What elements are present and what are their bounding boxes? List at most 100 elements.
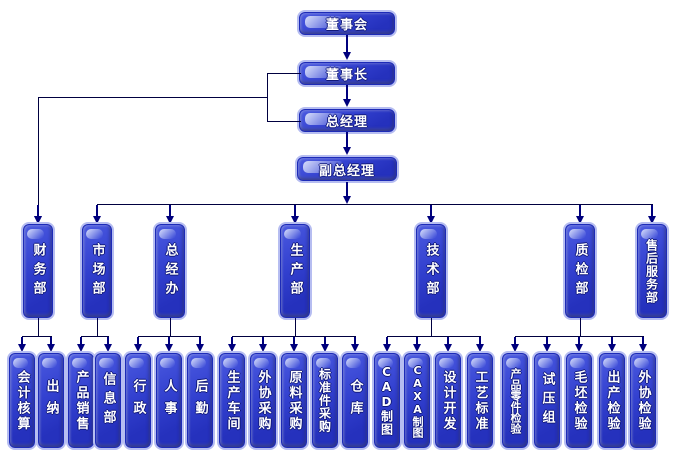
node-label: CAXA制图 bbox=[411, 363, 424, 438]
node-dept-production: 生产部 bbox=[280, 224, 310, 318]
node-unit: 生产车间 bbox=[219, 353, 245, 448]
connector-hline bbox=[97, 204, 653, 205]
arrowhead-icon bbox=[291, 216, 299, 224]
arrowhead-icon bbox=[343, 147, 351, 155]
node-label: 董事长 bbox=[325, 68, 368, 83]
connector-vline bbox=[38, 318, 39, 336]
connector-arrow-stem bbox=[479, 337, 481, 345]
node-label: 工艺标准 bbox=[472, 369, 488, 432]
node-unit: 人事 bbox=[156, 353, 182, 448]
connector-arrow-stem bbox=[168, 337, 170, 345]
connector-arrow-stem bbox=[107, 337, 109, 345]
connector-arrow-stem bbox=[37, 205, 39, 217]
node-unit: 仓库 bbox=[342, 353, 368, 448]
connector-arrow-stem bbox=[346, 132, 348, 148]
node-unit: 出产检验 bbox=[599, 353, 625, 448]
node-dept-after-sales-service: 售后服务部 bbox=[637, 224, 667, 318]
node-label: 副总经理 bbox=[318, 163, 375, 179]
connector-arrow-stem bbox=[294, 205, 296, 217]
connector-arrow-stem bbox=[346, 182, 348, 197]
arrowhead-icon bbox=[228, 344, 236, 352]
connector-hline bbox=[81, 336, 109, 337]
arrowhead-icon bbox=[351, 344, 359, 352]
connector-vline bbox=[38, 97, 39, 217]
node-label: 毛坯检验 bbox=[571, 369, 587, 432]
connector-arrow-stem bbox=[169, 205, 171, 217]
connector-arrow-stem bbox=[642, 337, 644, 345]
node-label: 董事会 bbox=[325, 18, 368, 33]
node-label: 行政 bbox=[130, 378, 146, 423]
node-label: 售后服务部 bbox=[644, 238, 659, 304]
node-label: 会计核算 bbox=[14, 369, 30, 432]
arrowhead-icon bbox=[196, 344, 204, 352]
node-label: 试压组 bbox=[539, 372, 555, 429]
arrowhead-icon bbox=[134, 344, 142, 352]
node-unit: 出纳 bbox=[38, 353, 64, 448]
node-label: CAD制图 bbox=[379, 365, 394, 436]
node-unit: 工艺标准 bbox=[467, 353, 493, 448]
node-unit: CAXA制图 bbox=[404, 353, 430, 448]
node-label: 原料采购 bbox=[286, 369, 302, 432]
connector-arrow-stem bbox=[293, 337, 295, 345]
connector-hline bbox=[38, 97, 268, 98]
arrowhead-icon bbox=[413, 344, 421, 352]
arrowhead-icon bbox=[576, 216, 584, 224]
connector-arrow-stem bbox=[354, 337, 356, 345]
node-dept-technology: 技术部 bbox=[416, 224, 446, 318]
arrowhead-icon bbox=[383, 344, 391, 352]
arrowhead-icon bbox=[648, 216, 656, 224]
connector-arrow-stem bbox=[430, 205, 432, 217]
node-unit: 试压组 bbox=[534, 353, 560, 448]
node-unit: 产品零件检验 bbox=[502, 353, 528, 448]
connector-arrow-stem bbox=[578, 337, 580, 345]
node-deputy-general-manager: 副总经理 bbox=[297, 157, 397, 181]
node-label: 外协检验 bbox=[635, 369, 651, 432]
connector-vline bbox=[97, 318, 98, 336]
node-unit: 外协采购 bbox=[250, 353, 276, 448]
arrowhead-icon bbox=[608, 344, 616, 352]
connector-arrow-stem bbox=[416, 337, 418, 345]
connector-arrow-stem bbox=[346, 35, 348, 53]
connector-vline bbox=[170, 318, 171, 336]
node-label: 总经办 bbox=[162, 242, 178, 300]
node-unit: 原料采购 bbox=[281, 353, 307, 448]
connector-arrow-stem bbox=[579, 205, 581, 217]
node-unit: 毛坯检验 bbox=[566, 353, 592, 448]
arrowhead-icon bbox=[543, 344, 551, 352]
arrowhead-icon bbox=[639, 344, 647, 352]
node-dept-general-office: 总经办 bbox=[155, 224, 185, 318]
node-label: 外协采购 bbox=[255, 369, 271, 432]
arrowhead-icon bbox=[343, 99, 351, 107]
node-unit: 会计核算 bbox=[9, 353, 35, 448]
connector-hline bbox=[22, 336, 52, 337]
node-dept-quality-inspection: 质检部 bbox=[565, 224, 595, 318]
connector-arrow-stem bbox=[514, 337, 516, 345]
arrowhead-icon bbox=[427, 216, 435, 224]
connector-arrow-stem bbox=[96, 205, 98, 217]
node-dept-finance: 财务部 bbox=[23, 224, 53, 318]
arrowhead-icon bbox=[47, 344, 55, 352]
node-board: 董事会 bbox=[299, 12, 395, 35]
arrowhead-icon bbox=[444, 344, 452, 352]
arrowhead-icon bbox=[343, 196, 351, 204]
arrowhead-icon bbox=[511, 344, 519, 352]
arrowhead-icon bbox=[575, 344, 583, 352]
node-chairman: 董事长 bbox=[299, 62, 395, 85]
node-label: 后勤 bbox=[192, 378, 208, 423]
node-unit: 产品销售 bbox=[68, 353, 94, 448]
arrowhead-icon bbox=[343, 52, 351, 60]
node-label: 仓库 bbox=[347, 378, 363, 423]
arrowhead-icon bbox=[290, 344, 298, 352]
arrowhead-icon bbox=[34, 216, 42, 224]
node-label: 技术部 bbox=[423, 242, 439, 300]
node-label: 产品零件检验 bbox=[509, 367, 522, 434]
node-label: 出产检验 bbox=[604, 369, 620, 432]
node-unit: 设计开发 bbox=[435, 353, 461, 448]
node-label: 生产部 bbox=[287, 242, 303, 300]
connector-hline bbox=[515, 336, 644, 337]
arrowhead-icon bbox=[77, 344, 85, 352]
arrowhead-icon bbox=[259, 344, 267, 352]
connector-arrow-stem bbox=[651, 205, 653, 217]
arrowhead-icon bbox=[166, 216, 174, 224]
